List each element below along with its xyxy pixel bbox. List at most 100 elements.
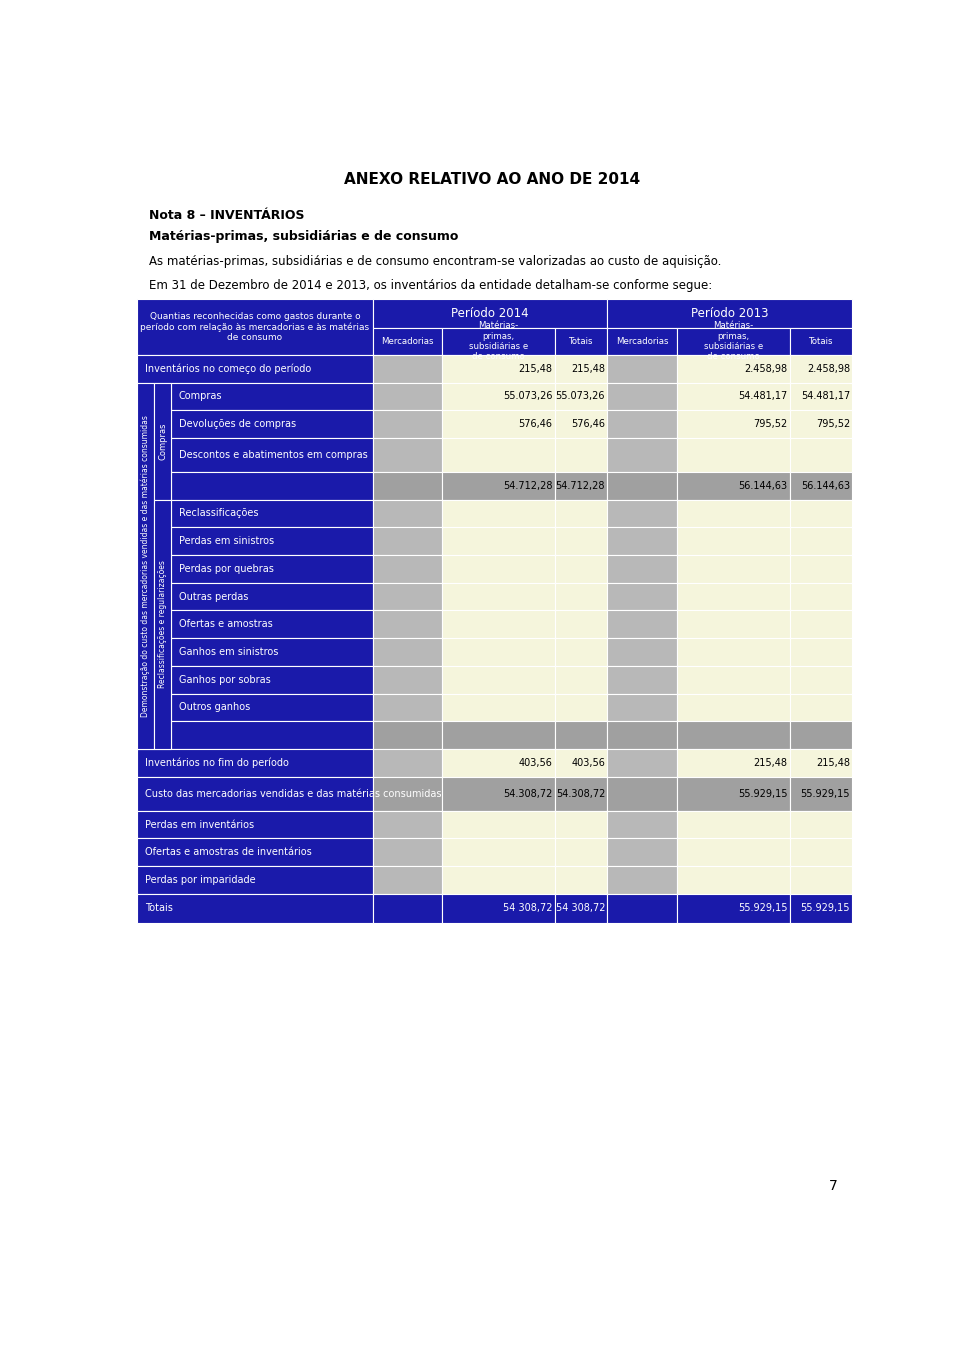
Bar — [372, 328, 443, 355]
Bar — [555, 328, 608, 355]
Bar — [789, 839, 852, 866]
Bar — [137, 382, 155, 749]
Text: 215,48: 215,48 — [518, 364, 552, 374]
Bar — [789, 639, 852, 666]
Bar — [555, 355, 608, 382]
Text: Perdas em inventários: Perdas em inventários — [145, 819, 254, 829]
Bar — [555, 639, 608, 666]
Text: 7: 7 — [828, 1180, 837, 1193]
Bar — [372, 722, 443, 749]
Bar — [608, 410, 677, 438]
Bar — [555, 839, 608, 866]
Text: Inventários no fim do período: Inventários no fim do período — [145, 758, 289, 768]
Bar — [372, 527, 443, 554]
Text: 55.929,15: 55.929,15 — [801, 788, 850, 799]
Text: 54.308,72: 54.308,72 — [503, 788, 552, 799]
Text: Ganhos por sobras: Ganhos por sobras — [179, 675, 271, 685]
Bar — [443, 722, 555, 749]
Bar — [443, 500, 555, 527]
Bar — [608, 583, 677, 610]
Bar — [608, 299, 852, 328]
Bar — [677, 749, 789, 777]
Text: Período 2014: Período 2014 — [451, 307, 529, 319]
Bar — [137, 749, 372, 777]
Text: Perdas em sinistros: Perdas em sinistros — [179, 537, 274, 546]
Bar — [171, 610, 372, 639]
Text: Outras perdas: Outras perdas — [179, 591, 249, 602]
Bar — [608, 811, 677, 839]
Text: 576,46: 576,46 — [571, 419, 605, 429]
Bar — [155, 500, 171, 749]
Bar — [789, 866, 852, 894]
Text: 55.929,15: 55.929,15 — [801, 904, 850, 913]
Bar — [677, 328, 789, 355]
Bar — [608, 500, 677, 527]
Bar — [608, 894, 677, 923]
Text: Em 31 de Dezembro de 2014 e 2013, os inventários da entidade detalham-se conform: Em 31 de Dezembro de 2014 e 2013, os inv… — [150, 280, 712, 292]
Bar — [372, 749, 443, 777]
Bar — [555, 554, 608, 583]
Bar — [443, 554, 555, 583]
Bar — [789, 554, 852, 583]
Bar — [555, 722, 608, 749]
Bar — [608, 839, 677, 866]
Text: 55.929,15: 55.929,15 — [738, 788, 787, 799]
Text: 56.144,63: 56.144,63 — [801, 481, 850, 491]
Text: Ganhos em sinistros: Ganhos em sinistros — [179, 647, 278, 656]
Bar — [608, 639, 677, 666]
Bar — [789, 500, 852, 527]
Text: 55.073,26: 55.073,26 — [503, 391, 552, 401]
Text: Compras: Compras — [158, 423, 167, 459]
Bar — [555, 527, 608, 554]
Bar — [789, 894, 852, 923]
Bar — [443, 866, 555, 894]
Bar — [372, 811, 443, 839]
Text: 795,52: 795,52 — [753, 419, 787, 429]
Text: 795,52: 795,52 — [816, 419, 850, 429]
Bar — [171, 410, 372, 438]
Bar — [789, 583, 852, 610]
Bar — [789, 328, 852, 355]
Bar — [677, 839, 789, 866]
Bar — [443, 811, 555, 839]
Text: Matérias-primas, subsidiárias e de consumo: Matérias-primas, subsidiárias e de consu… — [150, 230, 459, 243]
Bar — [372, 866, 443, 894]
Bar — [372, 639, 443, 666]
Bar — [443, 472, 555, 500]
Bar — [443, 666, 555, 693]
Text: 403,56: 403,56 — [571, 758, 605, 768]
Text: 2.458,98: 2.458,98 — [744, 364, 787, 374]
Bar — [608, 472, 677, 500]
Bar — [372, 438, 443, 472]
Bar — [443, 410, 555, 438]
Text: 54.308,72: 54.308,72 — [556, 788, 605, 799]
Bar — [372, 382, 443, 410]
Bar — [171, 527, 372, 554]
Bar — [677, 866, 789, 894]
Bar — [555, 438, 608, 472]
Text: Matérias-
primas,
subsidiárias e
de consumo: Matérias- primas, subsidiárias e de cons… — [704, 321, 763, 361]
Bar — [677, 527, 789, 554]
Bar — [555, 666, 608, 693]
Bar — [677, 811, 789, 839]
Bar — [443, 610, 555, 639]
Text: Demonstração do custo das mercadorias vendidas e das matérias consumidas: Demonstração do custo das mercadorias ve… — [141, 414, 151, 716]
Text: 55.929,15: 55.929,15 — [738, 904, 787, 913]
Bar — [789, 811, 852, 839]
Bar — [372, 583, 443, 610]
Bar — [677, 722, 789, 749]
Bar — [608, 382, 677, 410]
Text: 54.481,17: 54.481,17 — [801, 391, 850, 401]
Bar — [443, 583, 555, 610]
Bar — [608, 777, 677, 811]
Bar — [171, 693, 372, 722]
Text: 2.458,98: 2.458,98 — [807, 364, 850, 374]
Bar — [443, 527, 555, 554]
Text: 215,48: 215,48 — [816, 758, 850, 768]
Text: 403,56: 403,56 — [518, 758, 552, 768]
Bar — [555, 894, 608, 923]
Bar — [372, 355, 443, 382]
Bar — [443, 438, 555, 472]
Bar — [608, 722, 677, 749]
Bar — [555, 693, 608, 722]
